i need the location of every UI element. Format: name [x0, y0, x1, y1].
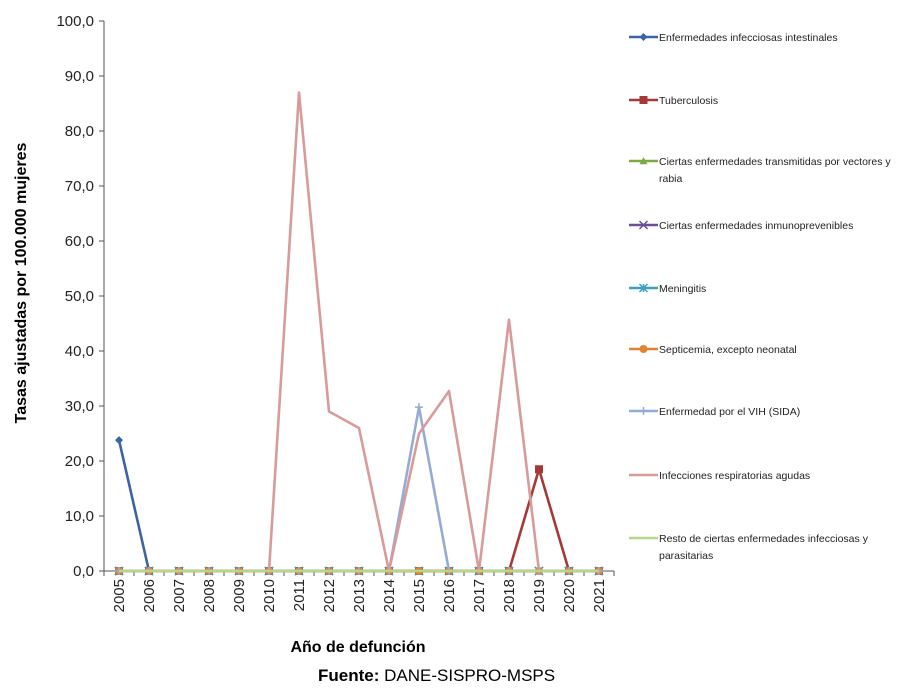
legend-item-enfermedad-por-el-vih-sida: Enfermedad por el VIH (SIDA) [629, 406, 800, 418]
legend-item-meningitis: Meningitis [629, 283, 706, 295]
chart-legend: Enfermedades infecciosas intestinales Tub… [629, 32, 891, 562]
series-tuberculosis [115, 465, 603, 575]
legend-item-ciertas-enfermedades-inmunoprevenibles: Ciertas enfermedades inmunoprevenibles [629, 220, 853, 232]
legend-label: Ciertas enfermedades transmitidas por ve… [659, 156, 891, 168]
series-line [119, 467, 599, 573]
x-tick-label: 2012 [321, 579, 338, 612]
chart-series [114, 91, 604, 576]
x-tick-label: 2005 [111, 579, 128, 612]
y-axis-label: Tasas ajustadas por 100.000 mujeres [13, 143, 30, 424]
y-tick-label: 30,0 [65, 398, 94, 415]
chart-axes: 0,0 10,0 20,0 30,0 40,0 50,0 60,0 70,0 80,0 90,0 1… [56, 13, 615, 612]
y-tick-label: 10,0 [65, 508, 94, 525]
legend-item-tuberculosis: Tuberculosis [629, 95, 718, 107]
y-tick-label: 80,0 [65, 123, 94, 140]
source-label: Fuente: [318, 666, 380, 685]
legend-item-ciertas-enfermedades-transmitidas-por-vectores-y-rabia: Ciertas enfermedades transmitidas por ve… [629, 156, 891, 185]
legend-marker [639, 33, 648, 41]
legend-label: Infecciones respiratorias agudas [659, 470, 810, 482]
data-point [535, 465, 543, 474]
legend-item-septicemia-excepto-neonatal: Septicemia, excepto neonatal [629, 344, 797, 356]
data-point [415, 403, 423, 412]
legend-marker [639, 96, 648, 104]
x-tick-label: 2009 [231, 579, 248, 612]
x-tick-label: 2014 [381, 579, 398, 612]
x-tick-label: 2011 [291, 579, 308, 611]
legend-label: Tuberculosis [659, 95, 718, 107]
x-tick-label: 2016 [441, 579, 458, 612]
legend-label: Enfermedades infecciosas intestinales [659, 32, 838, 44]
x-tick-label: 2019 [531, 579, 548, 612]
y-tick-label: 20,0 [65, 453, 94, 470]
x-tick-label: 2013 [351, 579, 368, 612]
y-tick-label: 50,0 [65, 288, 94, 305]
legend-marker [639, 345, 648, 353]
legend-marker [639, 407, 648, 415]
series-line [119, 91, 599, 573]
legend-label: rabia [659, 173, 683, 185]
source-text: DANE-SISPRO-MSPS [379, 666, 556, 685]
y-tick-label: 40,0 [65, 343, 94, 360]
x-tick-label: 2007 [171, 579, 188, 612]
x-axis-label: Año de defunción [290, 639, 425, 656]
series-enfermedades-infecciosas-intestinales [115, 436, 603, 575]
x-tick-label: 2021 [591, 579, 608, 612]
legend-label: Enfermedad por el VIH (SIDA) [659, 406, 800, 418]
legend-label: Septicemia, excepto neonatal [659, 344, 797, 356]
y-tick-label: 70,0 [65, 178, 94, 195]
x-tick-label: 2010 [261, 579, 278, 612]
x-tick-label: 2017 [471, 579, 488, 612]
y-tick-label: 90,0 [65, 68, 94, 85]
legend-marker [638, 283, 649, 293]
legend-item-resto-de-ciertas-enfermedades-infecciosas-y-parasitarias: Resto de ciertas enfermedades infecciosa… [629, 533, 869, 562]
legend-item-infecciones-respiratorias-agudas: Infecciones respiratorias agudas [629, 470, 810, 482]
y-tick-label: 60,0 [65, 233, 94, 250]
source-note: Fuente: DANE-SISPRO-MSPS [318, 666, 555, 686]
series-infecciones-respiratorias-agudas [119, 91, 599, 573]
y-tick-label: 100,0 [56, 13, 94, 30]
x-tick-label: 2008 [201, 579, 218, 612]
legend-item-enfermedades-infecciosas-intestinales: Enfermedades infecciosas intestinales [629, 32, 838, 44]
legend-label: parasitarias [659, 550, 713, 562]
legend-label: Meningitis [659, 283, 706, 295]
x-tick-label: 2020 [561, 579, 578, 612]
x-tick-label: 2015 [411, 579, 428, 612]
x-tick-label: 2018 [501, 579, 518, 612]
x-tick-label: 2006 [141, 579, 158, 612]
y-tick-label: 0,0 [73, 563, 94, 580]
legend-label: Resto de ciertas enfermedades infecciosa… [659, 533, 869, 545]
legend-marker [638, 220, 649, 230]
legend-label: Ciertas enfermedades inmunoprevenibles [659, 220, 853, 232]
legend-marker [639, 157, 648, 165]
data-point [115, 436, 123, 445]
